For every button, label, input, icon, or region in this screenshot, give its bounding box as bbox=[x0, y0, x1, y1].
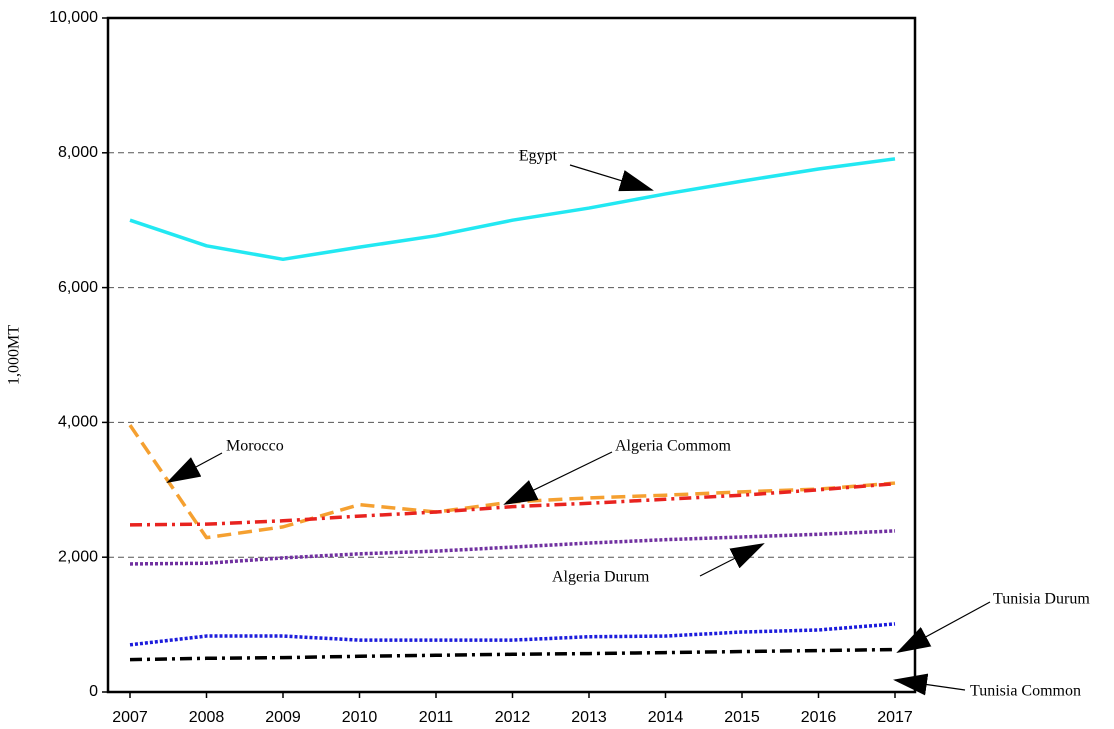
y-tick-label: 0 bbox=[89, 683, 98, 700]
x-tick-label: 2010 bbox=[342, 709, 378, 726]
x-tick-label: 2011 bbox=[419, 709, 454, 726]
x-tick-label: 2012 bbox=[495, 709, 531, 726]
y-tick-label: 10,000 bbox=[49, 9, 98, 26]
series-line bbox=[129, 622, 896, 647]
annotation-label: Tunisia Durum bbox=[993, 591, 1090, 608]
series-line bbox=[129, 529, 896, 566]
y-axis-title: 1,000MT bbox=[6, 325, 23, 385]
x-tick-label: 2017 bbox=[877, 709, 913, 726]
x-tick-label: 2014 bbox=[648, 709, 684, 726]
annotation-arrow bbox=[893, 673, 966, 696]
annotation-label: Algeria Commom bbox=[615, 438, 732, 455]
x-tick-label: 2016 bbox=[801, 709, 837, 726]
y-tick-label: 2,000 bbox=[58, 548, 98, 565]
x-tick-label: 2007 bbox=[112, 709, 148, 726]
x-tick-label: 2013 bbox=[571, 709, 607, 726]
annotation-label: Egypt bbox=[519, 148, 558, 165]
annotation-label: Algeria Durum bbox=[552, 569, 650, 586]
annotation-arrow bbox=[503, 451, 613, 505]
series-line bbox=[129, 647, 896, 662]
annotation-arrow bbox=[569, 164, 654, 192]
y-tick-label: 4,000 bbox=[58, 414, 98, 431]
series-line bbox=[129, 481, 896, 527]
x-tick-label: 2015 bbox=[724, 709, 760, 726]
annotation-arrow bbox=[699, 543, 765, 577]
y-tick-label: 8,000 bbox=[58, 144, 98, 161]
plot-frame bbox=[106, 16, 917, 694]
y-tick-label: 6,000 bbox=[58, 279, 98, 296]
annotation-label: Morocco bbox=[226, 438, 284, 455]
annotation-arrow bbox=[166, 452, 223, 483]
x-tick-label: 2009 bbox=[265, 709, 301, 726]
annotation-arrow bbox=[896, 601, 991, 653]
annotation-label: Tunisia Common bbox=[970, 683, 1081, 700]
x-tick-label: 2008 bbox=[189, 709, 225, 726]
series-line bbox=[129, 157, 896, 262]
